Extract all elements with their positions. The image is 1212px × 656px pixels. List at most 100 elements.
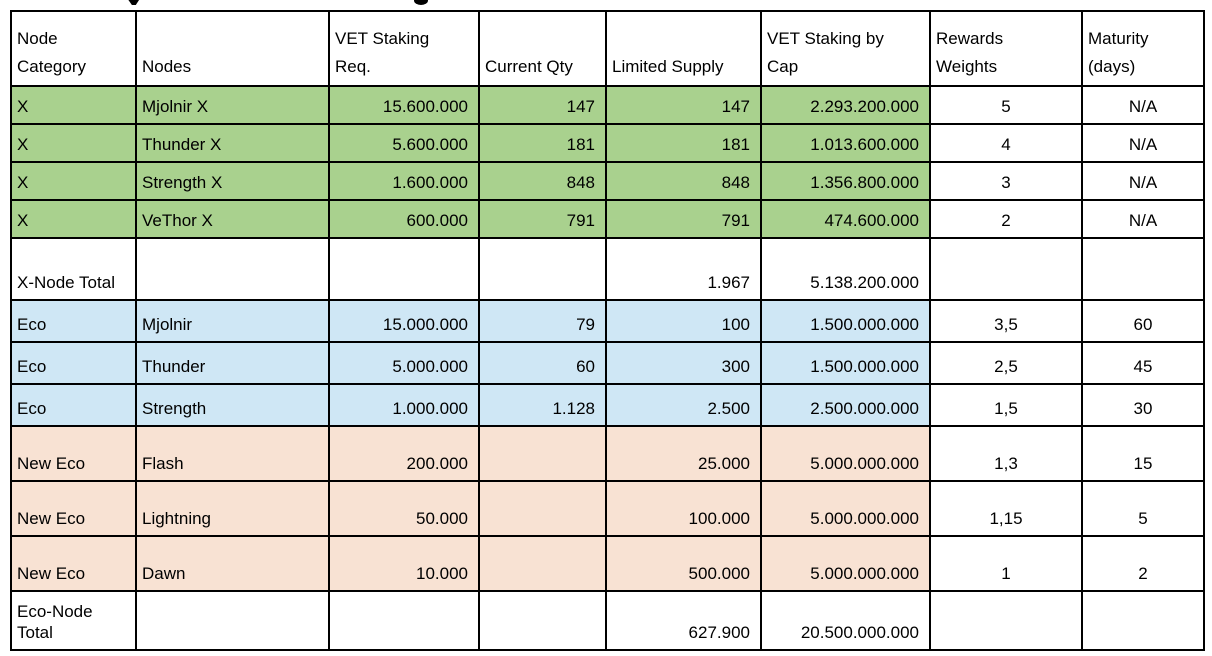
cell-rewards-weight[interactable]: 2 — [929, 199, 1083, 239]
cell-limited-supply[interactable]: 791 — [605, 199, 762, 239]
cell-rewards-weight[interactable]: 5 — [929, 85, 1083, 125]
cell-node[interactable]: Strength — [135, 383, 330, 427]
column-header-staking-req[interactable]: VET Staking Req. — [328, 10, 480, 87]
cell-staking-by-cap[interactable]: 5.138.200.000 — [760, 237, 931, 301]
cell-staking-req[interactable] — [328, 590, 480, 651]
cell-maturity[interactable]: 60 — [1081, 299, 1205, 343]
cell-limited-supply[interactable]: 500.000 — [605, 535, 762, 592]
cell-maturity[interactable]: N/A — [1081, 123, 1205, 163]
cell-limited-supply[interactable]: 627.900 — [605, 590, 762, 651]
cell-staking-by-cap[interactable]: 5.000.000.000 — [760, 480, 931, 537]
cell-staking-by-cap[interactable]: 5.000.000.000 — [760, 535, 931, 592]
cell-current-qty[interactable] — [478, 237, 607, 301]
cell-maturity[interactable]: 45 — [1081, 341, 1205, 385]
cell-rewards-weight[interactable]: 1 — [929, 535, 1083, 592]
cell-maturity[interactable] — [1081, 590, 1205, 651]
cell-maturity[interactable]: N/A — [1081, 85, 1205, 125]
cell-category[interactable]: X — [10, 123, 137, 163]
cell-staking-by-cap[interactable]: 2.293.200.000 — [760, 85, 931, 125]
cell-category[interactable]: New Eco — [10, 480, 137, 537]
cell-category[interactable]: Eco — [10, 341, 137, 385]
cell-staking-req[interactable] — [328, 237, 480, 301]
cell-limited-supply[interactable]: 2.500 — [605, 383, 762, 427]
cell-staking-req[interactable]: 5.600.000 — [328, 123, 480, 163]
cell-limited-supply[interactable]: 100 — [605, 299, 762, 343]
cell-category[interactable]: New Eco — [10, 535, 137, 592]
column-header-maturity-days[interactable]: Maturity (days) — [1081, 10, 1205, 87]
cell-staking-by-cap[interactable]: 1.500.000.000 — [760, 299, 931, 343]
cell-node[interactable]: Mjolnir — [135, 299, 330, 343]
cell-category[interactable]: New Eco — [10, 425, 137, 482]
cell-node[interactable]: VeThor X — [135, 199, 330, 239]
cell-staking-req[interactable]: 10.000 — [328, 535, 480, 592]
cell-staking-req[interactable]: 600.000 — [328, 199, 480, 239]
cell-rewards-weight[interactable]: 1,5 — [929, 383, 1083, 427]
cell-maturity[interactable] — [1081, 237, 1205, 301]
cell-node[interactable]: Mjolnir X — [135, 85, 330, 125]
cell-node[interactable] — [135, 590, 330, 651]
cell-category[interactable]: Eco — [10, 383, 137, 427]
cell-limited-supply[interactable]: 25.000 — [605, 425, 762, 482]
cell-limited-supply[interactable]: 100.000 — [605, 480, 762, 537]
cell-current-qty[interactable] — [478, 535, 607, 592]
cell-limited-supply[interactable]: 147 — [605, 85, 762, 125]
cell-rewards-weight[interactable] — [929, 237, 1083, 301]
cell-staking-by-cap[interactable]: 2.500.000.000 — [760, 383, 931, 427]
cell-staking-by-cap[interactable]: 474.600.000 — [760, 199, 931, 239]
column-header-rewards-weights[interactable]: Rewards Weights — [929, 10, 1083, 87]
cell-current-qty[interactable]: 60 — [478, 341, 607, 385]
cell-staking-req[interactable]: 5.000.000 — [328, 341, 480, 385]
cell-staking-by-cap[interactable]: 20.500.000.000 — [760, 590, 931, 651]
cell-maturity[interactable]: 2 — [1081, 535, 1205, 592]
cell-staking-req[interactable]: 1.600.000 — [328, 161, 480, 201]
cell-node[interactable]: Thunder — [135, 341, 330, 385]
column-header-current-qty[interactable]: Current Qty — [478, 10, 607, 87]
cell-node[interactable]: Flash — [135, 425, 330, 482]
cell-staking-req[interactable]: 200.000 — [328, 425, 480, 482]
cell-maturity[interactable]: 5 — [1081, 480, 1205, 537]
cell-category[interactable]: X — [10, 161, 137, 201]
cell-rewards-weight[interactable] — [929, 590, 1083, 651]
cell-staking-by-cap[interactable]: 1.013.600.000 — [760, 123, 931, 163]
cell-rewards-weight[interactable]: 2,5 — [929, 341, 1083, 385]
cell-maturity[interactable]: N/A — [1081, 199, 1205, 239]
cell-rewards-weight[interactable]: 1,15 — [929, 480, 1083, 537]
cell-node[interactable]: Thunder X — [135, 123, 330, 163]
column-header-node-category[interactable]: Node Category — [10, 10, 137, 87]
column-header-limited-supply[interactable]: Limited Supply — [605, 10, 762, 87]
cell-current-qty[interactable]: 791 — [478, 199, 607, 239]
cell-current-qty[interactable]: 181 — [478, 123, 607, 163]
cell-node[interactable]: Lightning — [135, 480, 330, 537]
cell-current-qty[interactable]: 79 — [478, 299, 607, 343]
cell-limited-supply[interactable]: 300 — [605, 341, 762, 385]
cell-rewards-weight[interactable]: 4 — [929, 123, 1083, 163]
cell-current-qty[interactable]: 848 — [478, 161, 607, 201]
cell-maturity[interactable]: 30 — [1081, 383, 1205, 427]
cell-node[interactable] — [135, 237, 330, 301]
cell-rewards-weight[interactable]: 3 — [929, 161, 1083, 201]
cell-staking-req[interactable]: 1.000.000 — [328, 383, 480, 427]
cell-rewards-weight[interactable]: 1,3 — [929, 425, 1083, 482]
cell-staking-by-cap[interactable]: 1.500.000.000 — [760, 341, 931, 385]
cell-staking-by-cap[interactable]: 1.356.800.000 — [760, 161, 931, 201]
cell-staking-req[interactable]: 50.000 — [328, 480, 480, 537]
cell-staking-req[interactable]: 15.000.000 — [328, 299, 480, 343]
column-header-staking-by-cap[interactable]: VET Staking by Cap — [760, 10, 931, 87]
cell-current-qty[interactable] — [478, 425, 607, 482]
cell-node[interactable]: Strength X — [135, 161, 330, 201]
cell-rewards-weight[interactable]: 3,5 — [929, 299, 1083, 343]
cell-maturity[interactable]: N/A — [1081, 161, 1205, 201]
cell-limited-supply[interactable]: 1.967 — [605, 237, 762, 301]
cell-maturity[interactable]: 15 — [1081, 425, 1205, 482]
cell-current-qty[interactable] — [478, 590, 607, 651]
cell-current-qty[interactable]: 1.128 — [478, 383, 607, 427]
cell-current-qty[interactable]: 147 — [478, 85, 607, 125]
cell-node[interactable]: Dawn — [135, 535, 330, 592]
cell-limited-supply[interactable]: 848 — [605, 161, 762, 201]
cell-category[interactable]: X — [10, 85, 137, 125]
cell-category[interactable]: X — [10, 199, 137, 239]
cell-category[interactable]: Eco — [10, 299, 137, 343]
cell-staking-req[interactable]: 15.600.000 — [328, 85, 480, 125]
cell-current-qty[interactable] — [478, 480, 607, 537]
column-header-nodes[interactable]: Nodes — [135, 10, 330, 87]
